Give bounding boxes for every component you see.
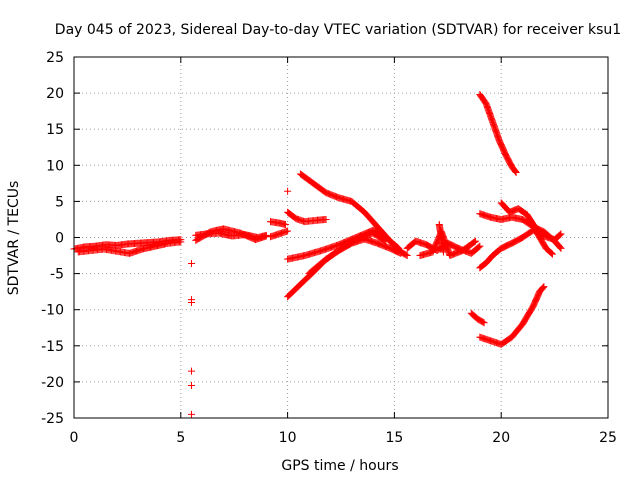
- data-point-marker: [512, 169, 520, 177]
- series-satellite-track-s: [467, 309, 488, 327]
- y-tick-label: -20: [41, 375, 64, 391]
- x-tick-label: 20: [492, 430, 510, 446]
- series-satellite-track-q: [476, 226, 565, 272]
- data-point-marker: [479, 318, 487, 326]
- data-point-marker: [187, 298, 195, 306]
- series-satellite-track-b: [74, 238, 185, 257]
- series-satellite-track-t: [476, 283, 548, 348]
- x-tick-label: 5: [176, 430, 185, 446]
- series-satellite-track-g: [296, 170, 411, 260]
- data-point-marker: [555, 232, 563, 240]
- data-point-marker: [475, 243, 483, 251]
- data-point-marker: [394, 243, 402, 251]
- data-point-marker: [395, 244, 403, 252]
- data-point-marker: [557, 230, 565, 238]
- data-point-marker: [396, 249, 404, 257]
- data-points: [70, 91, 565, 418]
- x-tick-label: 25: [599, 430, 617, 446]
- x-axis-title: GPS time / hours: [281, 458, 398, 474]
- data-point-marker: [476, 242, 484, 250]
- series-satellite-track-j: [284, 226, 403, 263]
- series-satellite-track-r: [497, 199, 556, 258]
- data-point-marker: [471, 238, 479, 246]
- data-point-marker: [540, 283, 548, 291]
- data-point-marker: [382, 237, 390, 245]
- chart-title: Day 045 of 2023, Sidereal Day-to-day VTE…: [55, 22, 621, 38]
- y-tick-label: -25: [41, 411, 64, 427]
- y-tick-label: 0: [55, 231, 64, 247]
- data-point-marker: [403, 252, 411, 260]
- data-point-marker: [547, 248, 555, 256]
- data-point-marker: [548, 249, 556, 257]
- y-tick-label: 20: [46, 86, 64, 102]
- data-point-marker: [187, 367, 195, 375]
- data-point-marker: [556, 231, 564, 239]
- data-point-marker: [322, 215, 330, 223]
- y-axis-title: SDTVAR / TECUs: [6, 181, 22, 296]
- data-point-marker: [555, 243, 563, 251]
- x-tick-label: 0: [70, 430, 79, 446]
- data-point-marker: [177, 238, 185, 246]
- data-point-marker: [539, 283, 547, 291]
- data-point-marker: [281, 221, 289, 229]
- data-point-marker: [480, 319, 488, 327]
- series-satellite-track-m: [416, 228, 480, 260]
- y-tick-label: 5: [55, 194, 64, 210]
- series-satellite-track-o: [476, 91, 520, 177]
- series-satellite-track-e: [267, 227, 292, 241]
- data-point-marker: [187, 259, 195, 267]
- data-point-marker: [284, 227, 292, 235]
- y-tick-label: -10: [41, 303, 64, 319]
- y-tick-label: -5: [50, 267, 64, 283]
- y-tick-label: 15: [46, 122, 64, 138]
- data-point-marker: [538, 284, 546, 292]
- data-point-marker: [472, 237, 480, 245]
- data-point-marker: [440, 248, 448, 256]
- data-point-marker: [548, 250, 556, 258]
- data-point-marker: [187, 410, 195, 418]
- data-point-marker: [511, 168, 519, 176]
- data-point-marker: [557, 244, 565, 252]
- data-point-marker: [381, 236, 389, 244]
- y-tick-label: 10: [46, 158, 64, 174]
- x-tick-label: 15: [385, 430, 403, 446]
- data-point-marker: [556, 243, 564, 251]
- data-point-marker: [402, 251, 410, 259]
- series-satellite-track-n: [435, 221, 448, 256]
- y-tick-label: -15: [41, 339, 64, 355]
- series-satellite-track-f: [267, 218, 289, 229]
- axis-ticks: 0 5 10 15 20 25 -25 -20 -15 -10 -5 0 5 10 15 20 25: [41, 50, 617, 446]
- series-isolated-points: [187, 187, 292, 418]
- data-point-marker: [187, 382, 195, 390]
- series-satellite-track-k: [305, 229, 390, 278]
- y-tick-label: 25: [46, 50, 64, 66]
- series-satellite-track-h: [284, 208, 330, 226]
- grid-lines: [74, 57, 608, 418]
- data-point-marker: [397, 249, 405, 257]
- series-satellite-track-p: [476, 210, 565, 252]
- x-tick-label: 10: [279, 430, 297, 446]
- data-point-marker: [284, 187, 292, 195]
